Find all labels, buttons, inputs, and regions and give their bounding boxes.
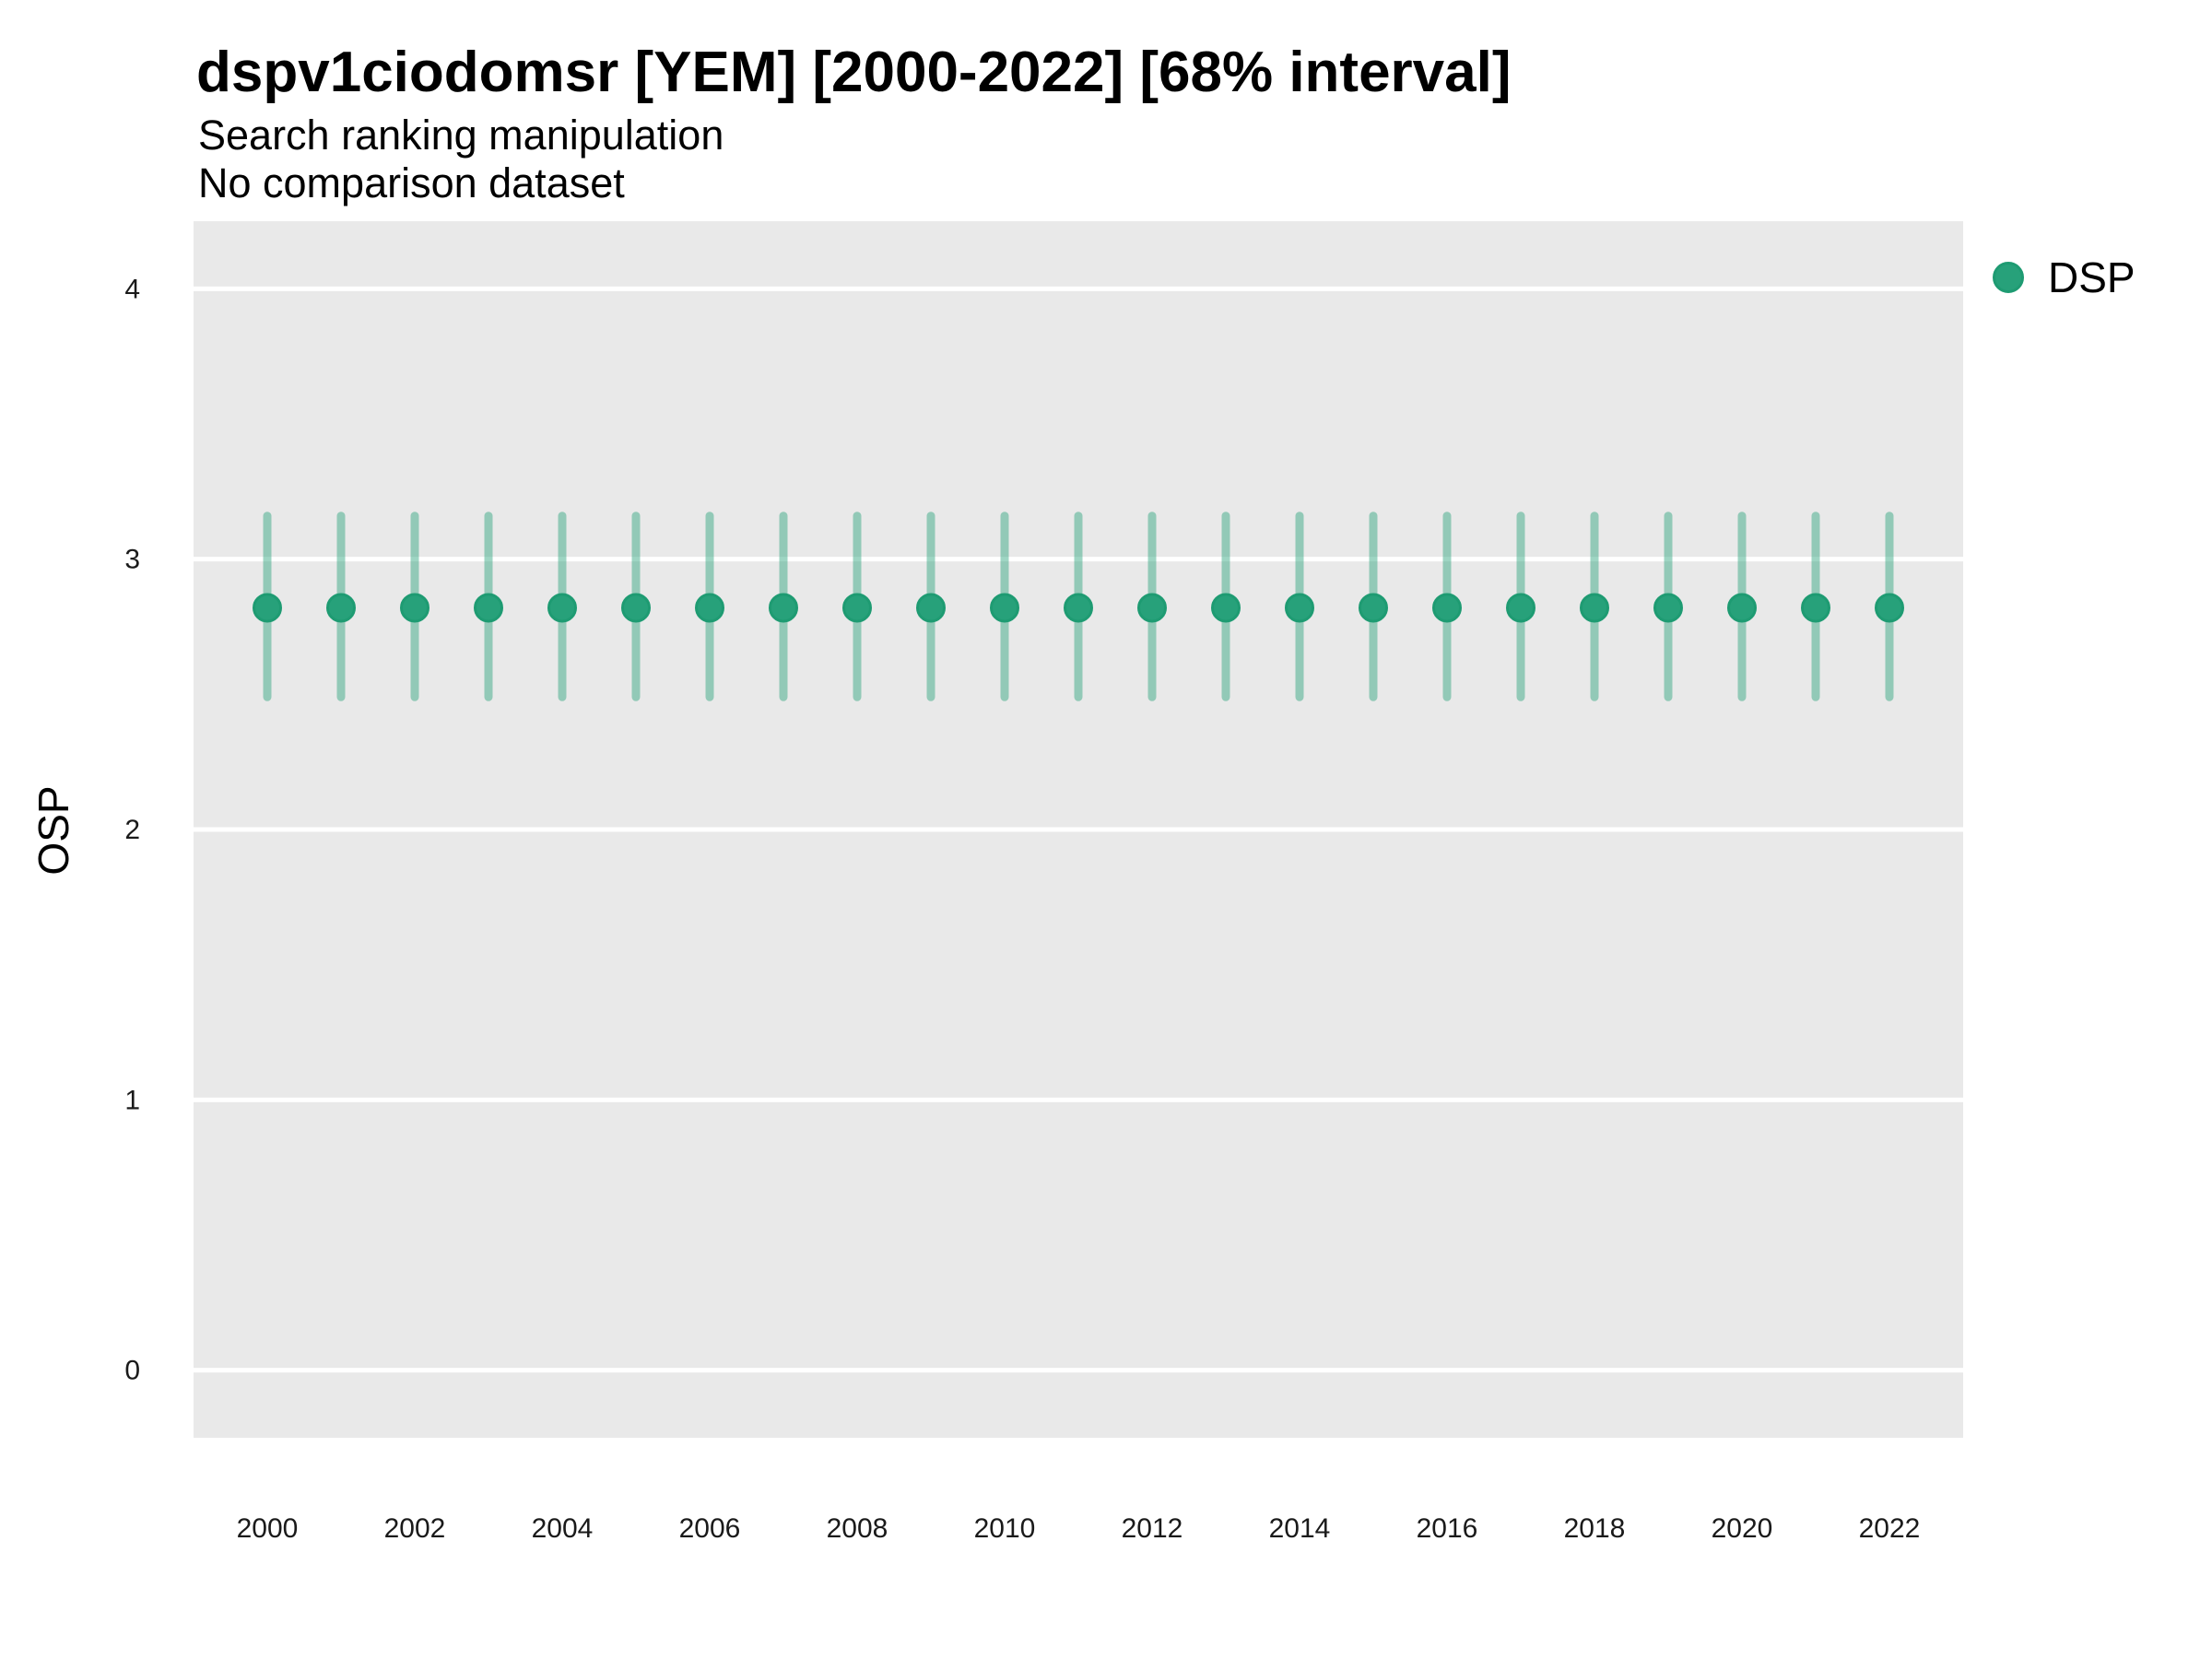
x-tick-label: 2020 xyxy=(1712,1513,1773,1544)
y-tick-label: 4 xyxy=(124,274,140,304)
data-point xyxy=(1137,593,1167,623)
legend-point-icon xyxy=(1993,262,2024,293)
x-tick-label: 2000 xyxy=(237,1513,299,1544)
x-tick-label: 2002 xyxy=(384,1513,446,1544)
y-tick-label: 3 xyxy=(124,545,140,575)
data-point xyxy=(1875,593,1904,623)
data-point xyxy=(1506,593,1535,623)
data-point xyxy=(621,593,651,623)
data-point xyxy=(1653,593,1683,623)
data-point xyxy=(1064,593,1093,623)
x-tick-label: 2016 xyxy=(1417,1513,1478,1544)
data-point xyxy=(253,593,282,623)
data-point xyxy=(547,593,577,623)
data-point xyxy=(769,593,798,623)
data-point xyxy=(1580,593,1609,623)
x-tick-label: 2010 xyxy=(974,1513,1036,1544)
x-tick-label: 2022 xyxy=(1859,1513,1921,1544)
data-point xyxy=(1432,593,1462,623)
y-axis-title: OSP xyxy=(29,785,77,876)
data-point xyxy=(1801,593,1830,623)
x-tick-label: 2006 xyxy=(679,1513,741,1544)
data-point xyxy=(916,593,946,623)
data-point xyxy=(1727,593,1757,623)
data-point xyxy=(1211,593,1241,623)
data-point xyxy=(842,593,872,623)
legend: DSP xyxy=(1993,256,2136,299)
y-tick-label: 0 xyxy=(124,1356,140,1386)
x-tick-label: 2018 xyxy=(1564,1513,1626,1544)
data-point xyxy=(1359,593,1388,623)
x-tick-label: 2012 xyxy=(1122,1513,1183,1544)
y-tick-label: 1 xyxy=(124,1085,140,1115)
data-point xyxy=(474,593,503,623)
x-tick-label: 2008 xyxy=(827,1513,888,1544)
y-tick-label: 2 xyxy=(124,815,140,845)
chart-title: dspv1ciodomsr [YEM] [2000-2022] [68% int… xyxy=(196,41,1512,104)
x-tick-label: 2004 xyxy=(532,1513,594,1544)
chart-subtitle: Search ranking manipulation xyxy=(198,112,724,159)
data-point xyxy=(695,593,724,623)
chart-caption: No comparison dataset xyxy=(198,159,625,206)
data-point xyxy=(400,593,429,623)
data-point xyxy=(990,593,1019,623)
data-point xyxy=(326,593,356,623)
data-point xyxy=(1285,593,1314,623)
x-tick-label: 2014 xyxy=(1269,1513,1331,1544)
legend-label: DSP xyxy=(2048,253,2136,301)
